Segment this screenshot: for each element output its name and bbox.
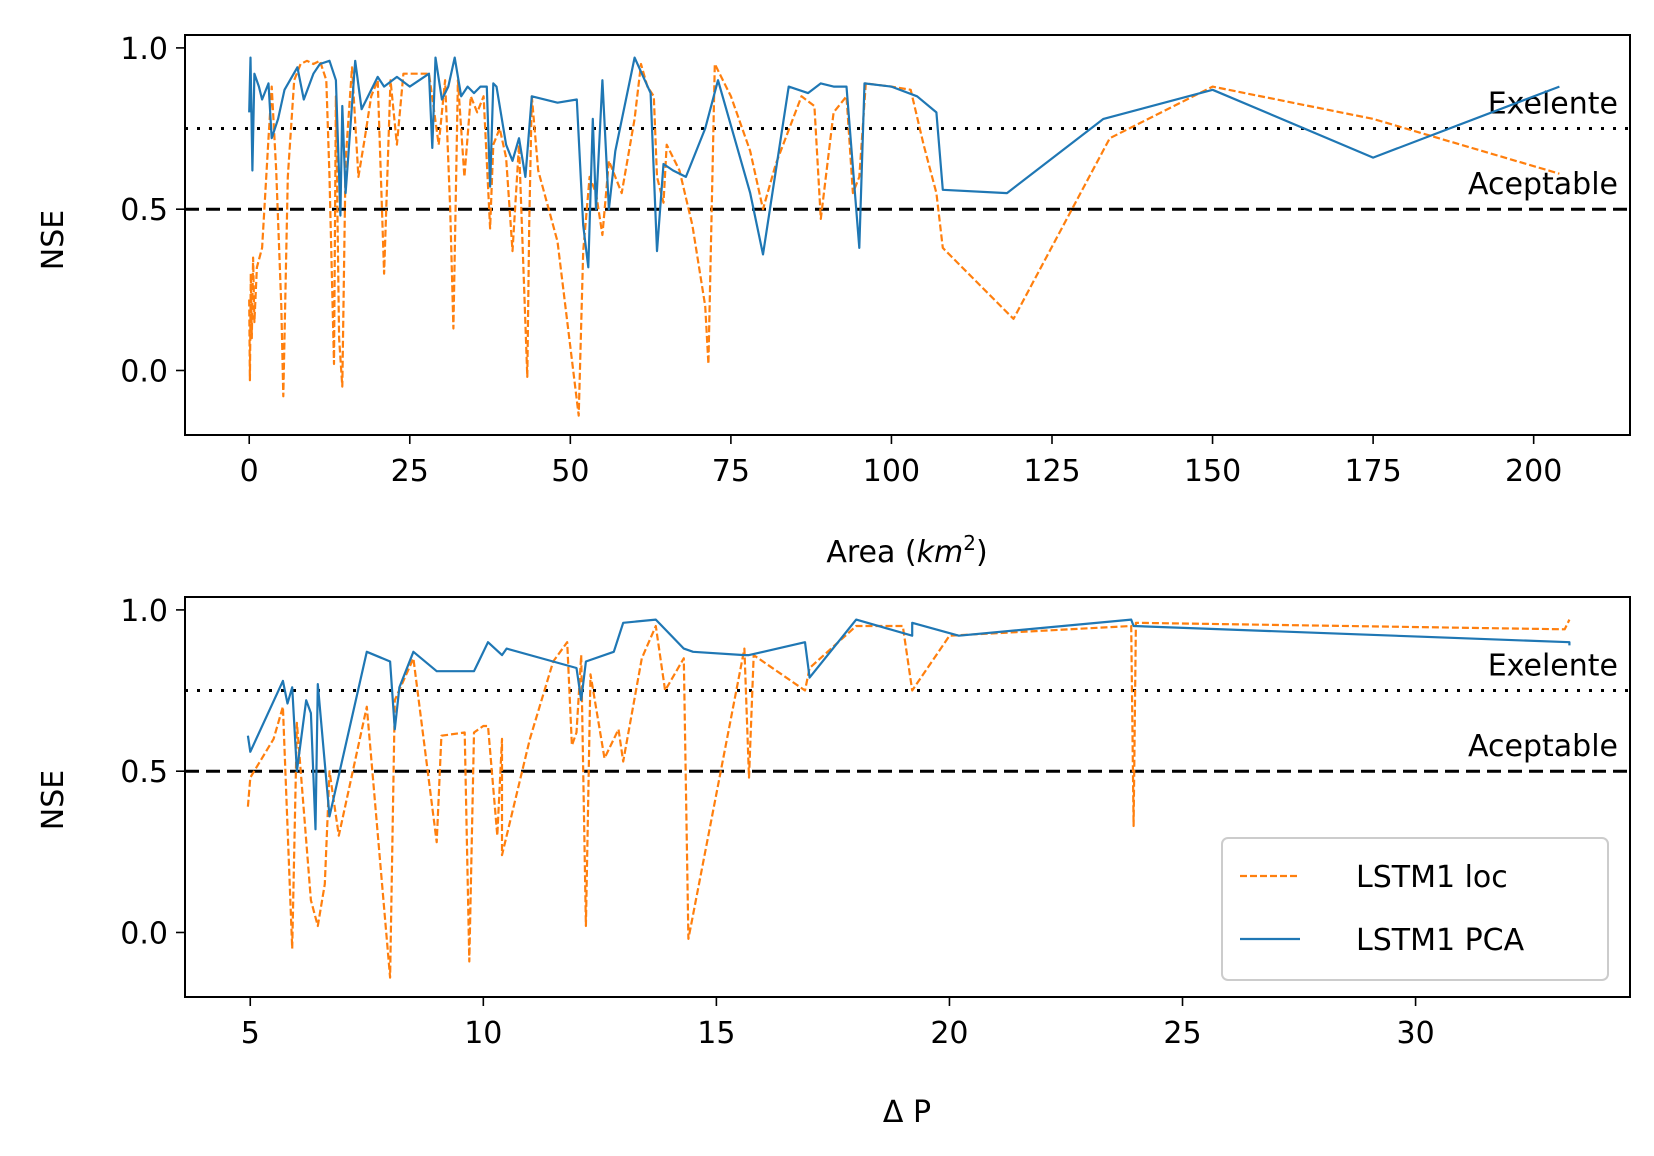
x-tick-label: 15 bbox=[697, 1016, 735, 1051]
x-tick-label: 10 bbox=[464, 1016, 502, 1051]
y-tick-label: 0.5 bbox=[120, 755, 168, 790]
x-tick-label: 200 bbox=[1505, 454, 1562, 489]
y-axis-label: NSE bbox=[36, 210, 71, 270]
x-tick-label: 30 bbox=[1396, 1016, 1434, 1051]
x-axis-label: Area (km2) bbox=[826, 531, 987, 570]
series-line-lstm1-loc bbox=[246, 619, 1571, 979]
reference-label-aceptable: Aceptable bbox=[1468, 167, 1618, 202]
x-tick-label: 150 bbox=[1184, 454, 1241, 489]
x-axis-label: Δ P bbox=[883, 1095, 931, 1130]
plot-area: Exelente Aceptable bbox=[185, 56, 1630, 417]
reference-label-exelente: Exelente bbox=[1488, 87, 1618, 122]
x-axis-ticks: 5 10 15 20 25 30 bbox=[241, 997, 1435, 1051]
y-axis-ticks: 0.0 0.5 1.0 bbox=[120, 594, 185, 951]
x-tick-label: 25 bbox=[1163, 1016, 1201, 1051]
legend-box bbox=[1221, 837, 1609, 981]
reference-label-aceptable: Aceptable bbox=[1468, 729, 1618, 764]
y-axis-label: NSE bbox=[36, 770, 71, 830]
plot-area: Exelente Aceptable bbox=[185, 618, 1630, 979]
x-tick-label: 175 bbox=[1344, 454, 1401, 489]
x-tick-label: 75 bbox=[712, 454, 750, 489]
legend: LSTM1 loc LSTM1 PCA bbox=[1221, 837, 1609, 981]
reference-label-exelente: Exelente bbox=[1488, 649, 1618, 684]
y-tick-label: 0.0 bbox=[120, 354, 168, 389]
y-tick-label: 0.0 bbox=[120, 916, 168, 951]
x-tick-label: 125 bbox=[1023, 454, 1080, 489]
x-tick-label: 5 bbox=[241, 1016, 260, 1051]
chart-area-panel: Exelente Aceptable 0 25 50 75 100 125 150 175 200… bbox=[36, 32, 1631, 570]
y-axis-ticks: 0.0 0.5 1.0 bbox=[120, 32, 185, 389]
x-tick-label: 50 bbox=[551, 454, 589, 489]
series-line-lstm1-loc bbox=[248, 59, 1560, 417]
y-tick-label: 1.0 bbox=[120, 594, 168, 629]
legend-label-lstm1-loc: LSTM1 loc bbox=[1356, 860, 1508, 895]
series-line-lstm1-pca bbox=[248, 56, 1560, 269]
x-tick-label: 100 bbox=[863, 454, 920, 489]
x-tick-label: 25 bbox=[391, 454, 429, 489]
legend-label-lstm1-pca: LSTM1 PCA bbox=[1356, 923, 1525, 958]
y-tick-label: 0.5 bbox=[120, 193, 168, 228]
series-line-lstm1-pca bbox=[246, 618, 1571, 831]
x-tick-label: 20 bbox=[930, 1016, 968, 1051]
x-tick-label: 0 bbox=[240, 454, 259, 489]
x-axis-ticks: 0 25 50 75 100 125 150 175 200 bbox=[240, 435, 1562, 489]
axes-frame bbox=[184, 596, 1631, 998]
axes-frame bbox=[184, 34, 1631, 436]
y-tick-label: 1.0 bbox=[120, 32, 168, 67]
